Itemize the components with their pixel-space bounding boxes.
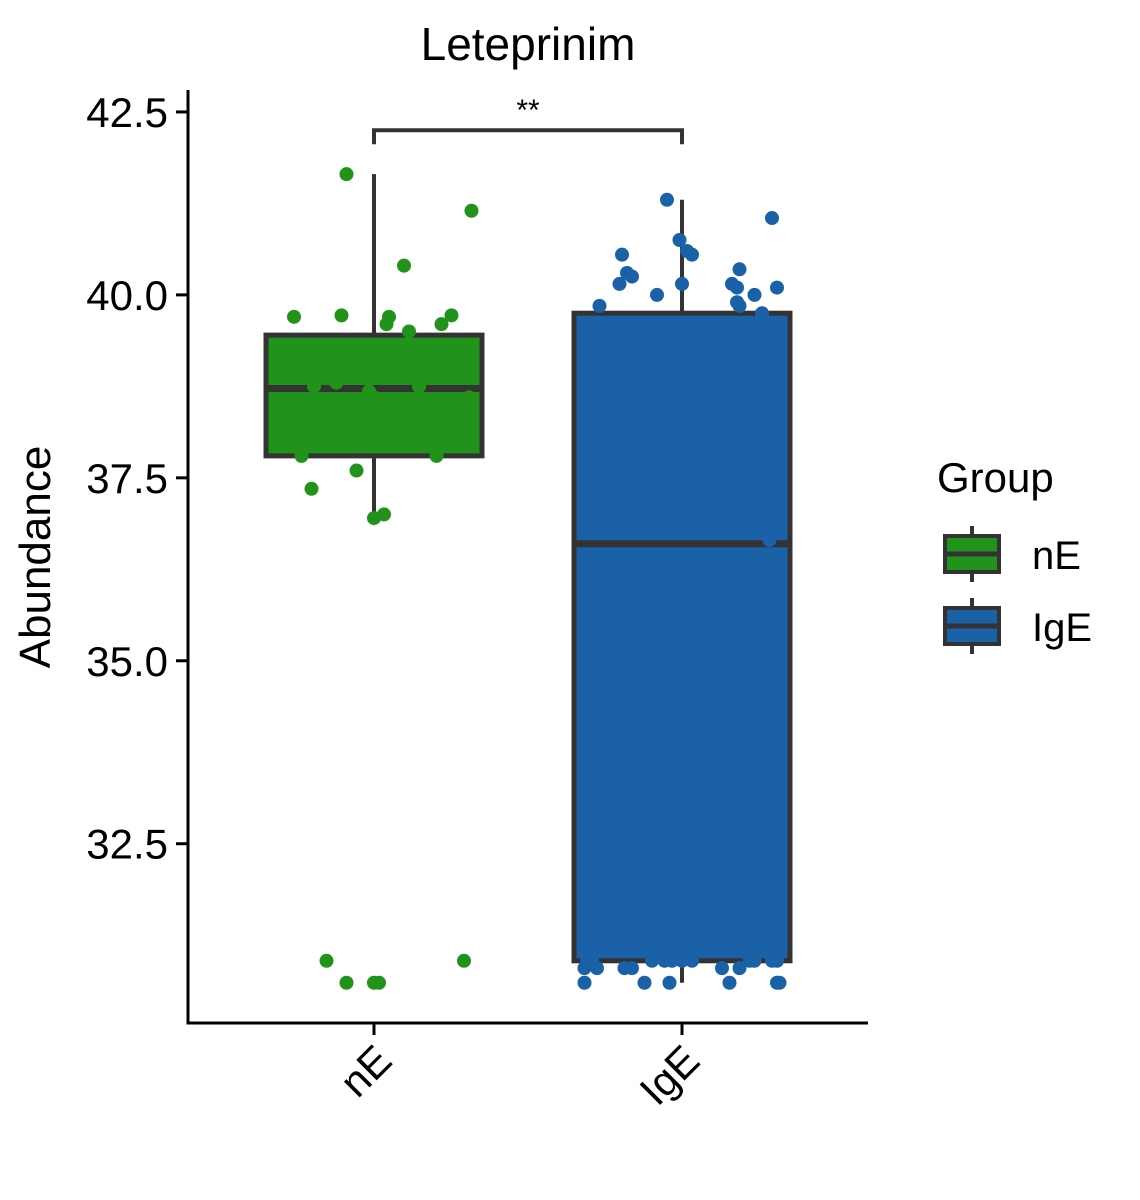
data-point-ige xyxy=(592,298,607,313)
legend-items: nE IgE xyxy=(943,526,1092,654)
box-body xyxy=(571,310,793,964)
boxes-layer xyxy=(263,174,793,983)
data-point-ige xyxy=(582,448,597,463)
chart-title: Leteprinim xyxy=(421,18,636,70)
data-point-ne xyxy=(377,507,391,522)
data-point-ne xyxy=(339,975,354,990)
data-point-ne xyxy=(434,317,449,332)
data-point-ne xyxy=(462,390,476,405)
x-tick-label: IgE xyxy=(631,1036,709,1114)
data-point-ige xyxy=(590,961,604,976)
data-point-ige xyxy=(770,953,784,968)
significance-bracket: ** xyxy=(372,94,684,145)
y-tick-label: 32.5 xyxy=(86,821,168,868)
data-point-ne xyxy=(334,308,349,323)
data-point-ige xyxy=(722,975,737,990)
y-ticks: 32.5 35.0 37.5 40.0 42.5 xyxy=(86,89,188,868)
data-point-ige xyxy=(772,975,787,990)
x-ticks: nE IgE xyxy=(331,1023,709,1114)
data-point-ige xyxy=(732,298,747,313)
data-point-ne xyxy=(402,324,416,339)
data-point-ige xyxy=(660,192,674,207)
data-point-ige xyxy=(580,412,594,427)
data-point-ige xyxy=(625,269,639,284)
data-point-ne xyxy=(429,448,444,463)
data-point-ige xyxy=(577,975,592,990)
data-point-ige xyxy=(612,276,627,291)
data-point-ige xyxy=(765,522,779,537)
data-point-ne xyxy=(462,339,476,354)
data-point-ne xyxy=(304,481,319,496)
box-ne xyxy=(263,174,485,515)
data-point-ne xyxy=(412,379,426,394)
data-point-ige xyxy=(685,953,699,968)
data-point-ige xyxy=(675,276,689,291)
y-tick-label: 37.5 xyxy=(86,455,168,502)
data-point-ne xyxy=(367,390,381,405)
data-point-ne xyxy=(372,975,386,990)
data-point-ne xyxy=(329,375,344,390)
legend-item-ne: nE xyxy=(943,526,1081,582)
data-point-ige xyxy=(765,211,779,226)
data-point-ne xyxy=(307,379,321,394)
data-point-ne xyxy=(287,309,301,324)
data-point-ige xyxy=(590,470,604,485)
y-tick-label: 40.0 xyxy=(86,272,168,319)
plot-area: ** xyxy=(263,94,793,990)
data-point-ne xyxy=(382,309,396,324)
x-tick-label: nE xyxy=(331,1036,401,1106)
data-point-ige xyxy=(665,953,679,968)
data-point-ige xyxy=(675,953,689,968)
data-point-ne xyxy=(397,258,411,273)
data-point-ige xyxy=(730,280,744,295)
data-point-ige xyxy=(732,961,747,976)
data-point-ige xyxy=(732,262,747,277)
data-point-ige xyxy=(755,306,769,321)
significance-label: ** xyxy=(516,94,540,127)
data-point-ige xyxy=(770,280,784,295)
points-layer xyxy=(274,167,787,990)
significance-bracket-line xyxy=(372,128,684,145)
data-point-ige xyxy=(645,953,659,968)
data-point-ige xyxy=(637,975,652,990)
data-point-ne xyxy=(464,203,479,218)
data-point-ne xyxy=(274,353,289,368)
data-point-ne xyxy=(444,308,459,323)
data-point-ne xyxy=(319,953,334,968)
data-point-ne xyxy=(339,167,354,182)
data-point-ige xyxy=(685,247,699,262)
data-point-ige xyxy=(650,287,664,302)
axes xyxy=(186,90,868,1025)
data-point-ige xyxy=(625,961,639,976)
data-point-ne xyxy=(294,448,309,463)
legend-item-ige: IgE xyxy=(943,598,1092,654)
legend-title: Group xyxy=(937,454,1054,501)
y-tick-label: 35.0 xyxy=(86,638,168,685)
y-tick-label: 42.5 xyxy=(86,89,168,136)
data-point-ige xyxy=(747,953,762,968)
data-point-ige xyxy=(715,961,729,976)
legend: Group nE IgE xyxy=(937,454,1092,654)
data-point-ige xyxy=(615,247,629,262)
data-point-ne xyxy=(349,463,364,478)
data-point-ige xyxy=(765,500,779,515)
data-point-ige xyxy=(762,533,777,548)
legend-label: IgE xyxy=(1032,606,1092,650)
data-point-ige xyxy=(747,287,762,302)
y-axis-label: Abundance xyxy=(11,446,60,669)
data-point-ige xyxy=(662,975,677,990)
data-point-ige xyxy=(672,233,687,248)
data-point-ne xyxy=(457,953,471,968)
legend-label: nE xyxy=(1032,534,1081,578)
